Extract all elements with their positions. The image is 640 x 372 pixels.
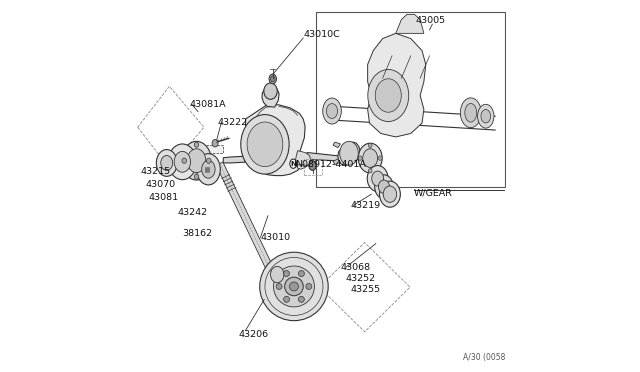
Ellipse shape <box>284 296 289 302</box>
Polygon shape <box>333 159 340 164</box>
Ellipse shape <box>369 169 372 173</box>
Ellipse shape <box>247 122 283 167</box>
Ellipse shape <box>375 79 401 112</box>
Ellipse shape <box>290 159 296 168</box>
Text: 43068: 43068 <box>340 263 371 272</box>
Polygon shape <box>307 153 342 161</box>
Text: 43215: 43215 <box>141 167 171 176</box>
Ellipse shape <box>358 156 362 160</box>
Text: 38162: 38162 <box>182 229 212 238</box>
Polygon shape <box>367 33 426 137</box>
Ellipse shape <box>369 143 372 148</box>
Polygon shape <box>223 156 245 163</box>
Polygon shape <box>216 162 275 272</box>
Ellipse shape <box>285 277 303 296</box>
Ellipse shape <box>212 140 218 147</box>
Ellipse shape <box>174 151 191 172</box>
Ellipse shape <box>367 166 388 192</box>
Ellipse shape <box>340 141 358 165</box>
Text: 43222: 43222 <box>218 118 248 127</box>
Text: W/GEAR: W/GEAR <box>413 188 452 197</box>
Ellipse shape <box>269 74 276 84</box>
Ellipse shape <box>161 155 173 170</box>
Ellipse shape <box>374 175 394 199</box>
Ellipse shape <box>378 156 382 160</box>
Polygon shape <box>262 86 279 107</box>
Ellipse shape <box>241 115 289 174</box>
Ellipse shape <box>187 149 206 173</box>
Ellipse shape <box>358 143 382 173</box>
Polygon shape <box>205 145 223 153</box>
Text: N: N <box>291 161 296 167</box>
Ellipse shape <box>368 70 409 122</box>
Ellipse shape <box>195 142 199 147</box>
Ellipse shape <box>289 282 298 291</box>
Text: 43081: 43081 <box>148 193 179 202</box>
Ellipse shape <box>202 160 215 178</box>
Text: 43255: 43255 <box>351 285 381 294</box>
Ellipse shape <box>182 158 186 163</box>
Ellipse shape <box>378 180 390 193</box>
Ellipse shape <box>465 103 477 122</box>
Ellipse shape <box>298 270 305 276</box>
Polygon shape <box>333 142 340 148</box>
Ellipse shape <box>195 174 199 179</box>
Polygon shape <box>296 151 310 169</box>
Ellipse shape <box>196 154 220 185</box>
Ellipse shape <box>309 161 316 170</box>
Text: 43070: 43070 <box>145 180 175 189</box>
Text: 43081A: 43081A <box>189 100 226 109</box>
Ellipse shape <box>284 270 289 276</box>
Text: 43242: 43242 <box>178 208 208 217</box>
Ellipse shape <box>326 103 338 118</box>
Ellipse shape <box>264 83 277 99</box>
Text: 43206: 43206 <box>238 330 268 339</box>
Ellipse shape <box>298 296 305 302</box>
Text: 43219: 43219 <box>351 201 381 210</box>
Text: N08912-4401A: N08912-4401A <box>294 160 365 169</box>
Ellipse shape <box>460 98 481 128</box>
Polygon shape <box>244 104 305 176</box>
Text: 43252: 43252 <box>346 274 376 283</box>
Ellipse shape <box>271 266 284 283</box>
Text: 43010: 43010 <box>260 233 291 242</box>
Polygon shape <box>396 15 424 33</box>
Text: 43010C: 43010C <box>303 30 340 39</box>
Ellipse shape <box>271 76 275 82</box>
Ellipse shape <box>168 144 196 180</box>
Ellipse shape <box>273 266 314 307</box>
Text: A/30 (0058: A/30 (0058 <box>463 353 505 362</box>
Ellipse shape <box>477 104 494 128</box>
Polygon shape <box>338 142 360 165</box>
Ellipse shape <box>481 109 491 123</box>
Ellipse shape <box>383 186 397 202</box>
Text: 43005: 43005 <box>416 16 446 25</box>
Ellipse shape <box>207 158 211 163</box>
Ellipse shape <box>260 252 328 321</box>
Ellipse shape <box>306 283 312 289</box>
Ellipse shape <box>380 181 401 207</box>
Ellipse shape <box>156 150 177 176</box>
Ellipse shape <box>323 98 341 124</box>
Ellipse shape <box>363 149 378 167</box>
Ellipse shape <box>372 171 383 186</box>
Ellipse shape <box>182 141 211 180</box>
Bar <box>316 12 505 187</box>
Ellipse shape <box>276 283 282 289</box>
